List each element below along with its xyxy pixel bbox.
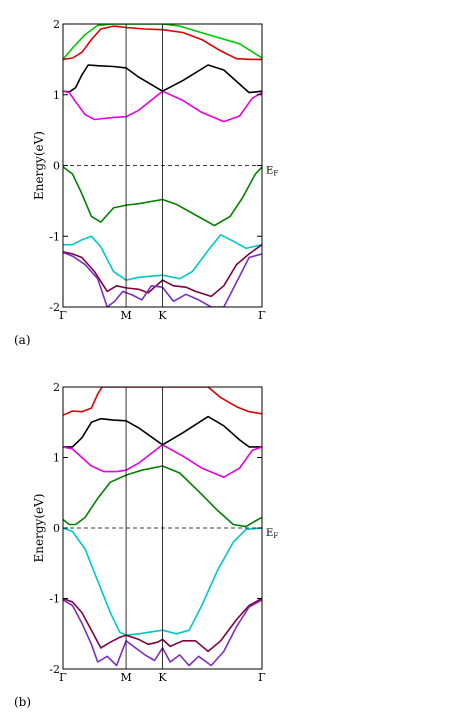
k-point-label-0: Γ [59, 671, 67, 684]
y-tick-label-3: 1 [53, 89, 60, 102]
bands [63, 387, 262, 667]
y-axis-label: Energy(eV) [32, 494, 46, 563]
fermi-label: EF [266, 528, 278, 540]
k-point-label-2: K [158, 671, 167, 684]
band-line-5 [63, 597, 262, 653]
band-line-2 [63, 444, 262, 478]
y-axis-label: Energy(eV) [32, 131, 46, 200]
band-line-1 [63, 25, 262, 61]
band-line-0 [63, 387, 262, 416]
y-tick-label-1: -1 [49, 593, 60, 606]
panel-b: -2 -1 0 1 2 Energy(eV) Γ M K Γ EF (b) [14, 381, 278, 709]
k-point-label-1: M [120, 309, 131, 322]
fermi-label: EF [266, 166, 278, 178]
panel-label: (a) [14, 333, 31, 347]
band-line-0 [63, 24, 262, 60]
k-point-label-3: Γ [258, 309, 266, 322]
band-line-7 [63, 251, 262, 307]
bands [63, 24, 262, 307]
y-tick-label-2: 0 [53, 160, 60, 173]
y-tick-label-3: 1 [53, 452, 60, 465]
band-line-5 [63, 234, 262, 281]
k-point-label-1: M [120, 671, 131, 684]
panel-label: (b) [14, 695, 31, 709]
band-line-6 [63, 599, 262, 667]
band-line-3 [63, 90, 262, 123]
y-tick-label-2: 0 [53, 522, 60, 535]
y-tick-label-4: 2 [53, 18, 60, 31]
panel-a: -2 -1 0 1 2 Energy(eV) Γ M K Γ EF (a) [14, 18, 278, 347]
band-line-1 [63, 415, 262, 448]
band-line-3 [63, 465, 262, 528]
band-line-4 [63, 527, 262, 636]
k-point-label-3: Γ [258, 671, 266, 684]
y-tick-label-0: -2 [49, 663, 60, 676]
y-tick-label-1: -1 [49, 230, 60, 243]
k-point-label-2: K [158, 309, 167, 322]
band-line-4 [63, 166, 262, 227]
k-point-label-0: Γ [59, 309, 67, 322]
y-tick-label-4: 2 [53, 381, 60, 394]
band-line-2 [63, 64, 262, 94]
y-tick-label-0: -2 [49, 301, 60, 314]
